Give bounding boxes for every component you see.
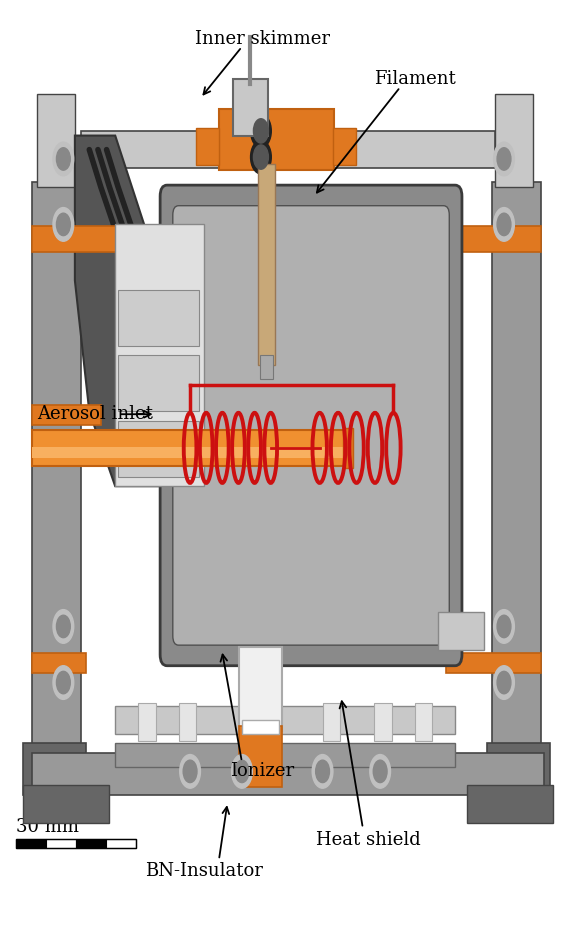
- Circle shape: [235, 760, 249, 783]
- Bar: [233, 79, 268, 136]
- Bar: [118, 421, 199, 477]
- Bar: [118, 355, 199, 411]
- Bar: [32, 182, 81, 762]
- Bar: [16, 839, 136, 848]
- Bar: [258, 164, 275, 365]
- Circle shape: [56, 671, 70, 694]
- Text: 30 mm: 30 mm: [16, 818, 79, 837]
- Circle shape: [316, 760, 329, 783]
- Bar: [374, 703, 392, 741]
- Bar: [343, 428, 353, 468]
- Bar: [438, 612, 484, 650]
- Bar: [446, 653, 541, 673]
- Bar: [196, 128, 219, 165]
- FancyBboxPatch shape: [173, 206, 449, 645]
- Bar: [239, 726, 282, 787]
- Circle shape: [373, 760, 387, 783]
- FancyBboxPatch shape: [160, 185, 462, 666]
- Bar: [76, 839, 106, 848]
- Polygon shape: [75, 136, 196, 486]
- Bar: [115, 706, 455, 734]
- Text: Filament: Filament: [374, 70, 456, 89]
- Circle shape: [253, 145, 268, 169]
- Bar: [115, 743, 455, 767]
- Bar: [467, 785, 553, 823]
- Bar: [23, 785, 109, 823]
- Bar: [16, 839, 46, 848]
- Bar: [32, 226, 130, 252]
- Circle shape: [312, 755, 333, 788]
- Text: Ionizer: Ionizer: [230, 762, 294, 781]
- Bar: [32, 653, 86, 673]
- Bar: [415, 703, 432, 741]
- Bar: [179, 703, 196, 741]
- Circle shape: [494, 142, 514, 176]
- Circle shape: [183, 760, 197, 783]
- Circle shape: [53, 610, 74, 643]
- Circle shape: [494, 610, 514, 643]
- Bar: [333, 128, 356, 165]
- Circle shape: [370, 755, 391, 788]
- Bar: [446, 226, 541, 252]
- Bar: [23, 743, 86, 795]
- Circle shape: [494, 666, 514, 699]
- Text: Aerosol inlet: Aerosol inlet: [37, 405, 153, 424]
- Bar: [46, 839, 76, 848]
- Circle shape: [253, 119, 268, 143]
- Bar: [118, 290, 199, 346]
- Circle shape: [56, 148, 70, 170]
- Circle shape: [232, 755, 252, 788]
- Text: Heat shield: Heat shield: [316, 830, 421, 849]
- Circle shape: [53, 666, 74, 699]
- Bar: [32, 447, 346, 458]
- Bar: [242, 720, 279, 734]
- Bar: [37, 94, 75, 187]
- Circle shape: [251, 114, 271, 148]
- Circle shape: [497, 615, 511, 638]
- Text: BN-Insulator: BN-Insulator: [146, 862, 263, 881]
- Bar: [81, 131, 495, 168]
- Circle shape: [497, 148, 511, 170]
- Bar: [115, 224, 204, 486]
- Text: Inner skimmer: Inner skimmer: [195, 30, 329, 49]
- Bar: [32, 430, 346, 466]
- Circle shape: [53, 142, 74, 176]
- Bar: [487, 743, 550, 795]
- Bar: [32, 753, 544, 795]
- Bar: [138, 703, 156, 741]
- Circle shape: [56, 615, 70, 638]
- Circle shape: [56, 213, 70, 236]
- Bar: [323, 703, 340, 741]
- Circle shape: [251, 140, 271, 174]
- Bar: [32, 405, 101, 425]
- Bar: [495, 94, 533, 187]
- Bar: [106, 839, 136, 848]
- Circle shape: [494, 208, 514, 241]
- Bar: [219, 109, 334, 170]
- Bar: [239, 647, 282, 731]
- Bar: [492, 182, 541, 762]
- Circle shape: [497, 671, 511, 694]
- Circle shape: [497, 213, 511, 236]
- Circle shape: [53, 208, 74, 241]
- Circle shape: [180, 755, 200, 788]
- Bar: [260, 355, 273, 379]
